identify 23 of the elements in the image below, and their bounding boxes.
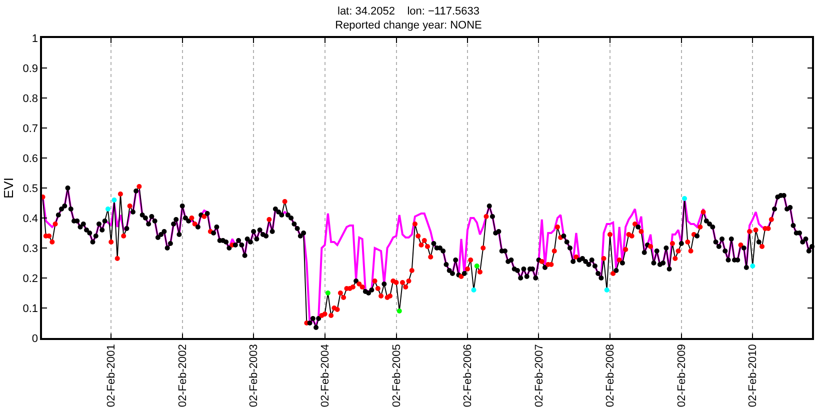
x-tick-label: 02-Feb-2002 <box>176 344 189 408</box>
x-tick-label: 02-Feb-2003 <box>248 344 260 408</box>
x-tick-label: 02-Feb-2001 <box>106 344 118 408</box>
y-tick-label: 0.4 <box>22 212 38 225</box>
y-tick-label: 0.2 <box>22 272 38 285</box>
y-tick-label: 1 <box>32 32 38 45</box>
x-tick-label: 02-Feb-2008 <box>604 344 617 408</box>
x-tick-label: 02-Feb-2006 <box>462 344 474 408</box>
y-tick-label: 0 <box>32 332 38 345</box>
y-axis-title: EVI <box>1 178 16 198</box>
y-tick-label: 0.6 <box>22 152 38 165</box>
y-tick-label: 0.3 <box>22 242 38 255</box>
x-tick-label: 02-Feb-2007 <box>533 344 546 408</box>
y-tick-label: 0.7 <box>22 122 38 135</box>
y-tick-label: 0.8 <box>22 92 38 105</box>
y-tick-label: 0.9 <box>22 62 38 75</box>
y-tick-label: 0.5 <box>22 182 38 195</box>
x-tick-label: 02-Feb-2005 <box>390 344 403 408</box>
x-tick-label: 02-Feb-2009 <box>676 344 688 408</box>
chart-title: lat: 34.2052 lon: −117.5633 Reported change year: NONE <box>335 5 482 32</box>
y-tick-label: 0.1 <box>22 302 38 315</box>
x-tick-label: 02-Feb-2004 <box>319 344 332 408</box>
x-tick-label: 02-Feb-2010 <box>747 344 760 408</box>
